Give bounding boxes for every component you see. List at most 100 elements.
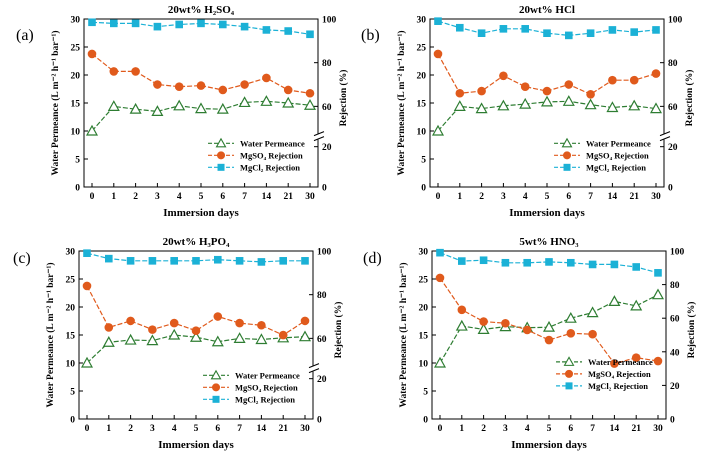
y-tick-label: 25 <box>66 276 76 286</box>
x-tick-label: 3 <box>501 192 506 202</box>
x-tick-label: 6 <box>568 424 573 434</box>
y-tick-label: 30 <box>417 16 427 26</box>
chart-panel: 0 5 10 15 20 25 30 0 20 40 60 80 100 0 1 2 3 4 5 6 7 14 21 30 5w… <box>363 236 697 451</box>
chart-title: 20wt% H₂SO₄ <box>168 4 235 16</box>
axis-break-mark <box>659 136 671 142</box>
data-point <box>240 22 249 31</box>
y2-axis-label: Rejection (%) <box>684 70 695 127</box>
data-point <box>146 334 159 346</box>
x-tick-label: 4 <box>177 192 182 202</box>
series-line <box>437 20 657 37</box>
data-point <box>83 249 91 257</box>
data-point <box>80 356 94 368</box>
data-point <box>238 96 251 108</box>
x-tick-label: 4 <box>523 192 528 202</box>
data-point <box>608 75 617 85</box>
data-point <box>110 19 118 28</box>
x-tick-label: 5 <box>545 192 550 202</box>
x-tick-label: 2 <box>479 192 484 202</box>
data-point <box>562 95 575 106</box>
data-point <box>189 331 203 342</box>
data-point <box>501 258 510 267</box>
data-point <box>235 318 244 328</box>
x-tick-label: 21 <box>631 424 641 434</box>
axis-break-mask <box>315 133 323 140</box>
data-point <box>433 356 447 368</box>
data-point <box>475 102 488 114</box>
data-point <box>608 26 617 34</box>
data-point <box>131 19 140 28</box>
legend-marker <box>212 395 220 403</box>
y-tick-label: 5 <box>75 156 80 166</box>
data-point <box>631 353 641 362</box>
x-tick-label: 6 <box>566 192 571 202</box>
data-point <box>477 86 486 96</box>
data-point <box>455 88 465 98</box>
x-axis-label: Immersion days <box>511 439 587 451</box>
data-point <box>542 86 552 96</box>
legend-marker <box>563 151 572 160</box>
x-tick-label: 5 <box>194 424 199 434</box>
legend-marker <box>565 382 573 390</box>
data-point <box>107 100 120 111</box>
data-point <box>431 124 445 136</box>
x-tick-label: 1 <box>457 192 462 202</box>
x-tick-label: 0 <box>85 424 90 434</box>
data-point <box>479 256 488 265</box>
plot-frame <box>431 250 667 420</box>
data-point <box>542 320 556 332</box>
x-tick-label: 21 <box>278 424 288 434</box>
data-point <box>87 49 97 59</box>
data-point <box>124 333 137 345</box>
data-point <box>196 81 206 90</box>
y-tick-label: 0 <box>75 184 80 194</box>
y2-tick-label: 60 <box>668 103 678 113</box>
data-point <box>501 318 510 328</box>
y-tick-label: 15 <box>71 100 81 110</box>
data-point <box>565 31 573 40</box>
series-line <box>439 252 659 274</box>
data-point <box>170 257 178 265</box>
data-point <box>216 102 229 114</box>
x-tick-label: 1 <box>459 424 464 434</box>
data-point <box>520 82 530 92</box>
data-point <box>306 30 314 39</box>
x-tick-label: 5 <box>547 424 552 434</box>
y-axis-label: Water Permeance (L m⁻² h⁻¹ bar⁻¹) <box>396 30 407 175</box>
x-tick-label: 14 <box>608 192 618 202</box>
legend-marker <box>563 163 571 171</box>
data-point <box>479 317 488 326</box>
data-point <box>218 85 228 95</box>
data-point <box>522 325 532 335</box>
data-point <box>257 320 266 330</box>
data-point <box>126 316 135 326</box>
data-point <box>298 330 312 342</box>
data-point <box>521 25 529 33</box>
x-tick-label: 14 <box>262 192 272 202</box>
x-tick-label: 0 <box>90 192 95 202</box>
data-point <box>435 273 445 283</box>
data-point <box>544 335 554 345</box>
x-tick-label: 30 <box>300 424 310 434</box>
chart-title: 5wt% HNO₃ <box>519 236 579 248</box>
data-point <box>586 306 599 318</box>
axis-break-mark <box>308 368 320 374</box>
data-point <box>630 28 638 36</box>
data-point <box>434 17 442 25</box>
data-point <box>453 100 466 111</box>
series-line <box>439 277 659 365</box>
y-tick-label: 30 <box>66 248 76 258</box>
x-tick-label: 2 <box>133 192 138 202</box>
y-tick-label: 15 <box>66 332 76 342</box>
data-point <box>545 258 553 266</box>
legend-label: MgCl₂ Rejection <box>235 394 295 404</box>
x-tick-label: 3 <box>150 424 155 434</box>
data-point <box>499 25 508 33</box>
y2-tick-label: 40 <box>670 348 680 358</box>
data-point <box>651 69 661 78</box>
data-point <box>85 124 99 136</box>
data-point <box>588 329 597 339</box>
data-point <box>153 22 162 31</box>
x-tick-label: 21 <box>629 192 639 202</box>
